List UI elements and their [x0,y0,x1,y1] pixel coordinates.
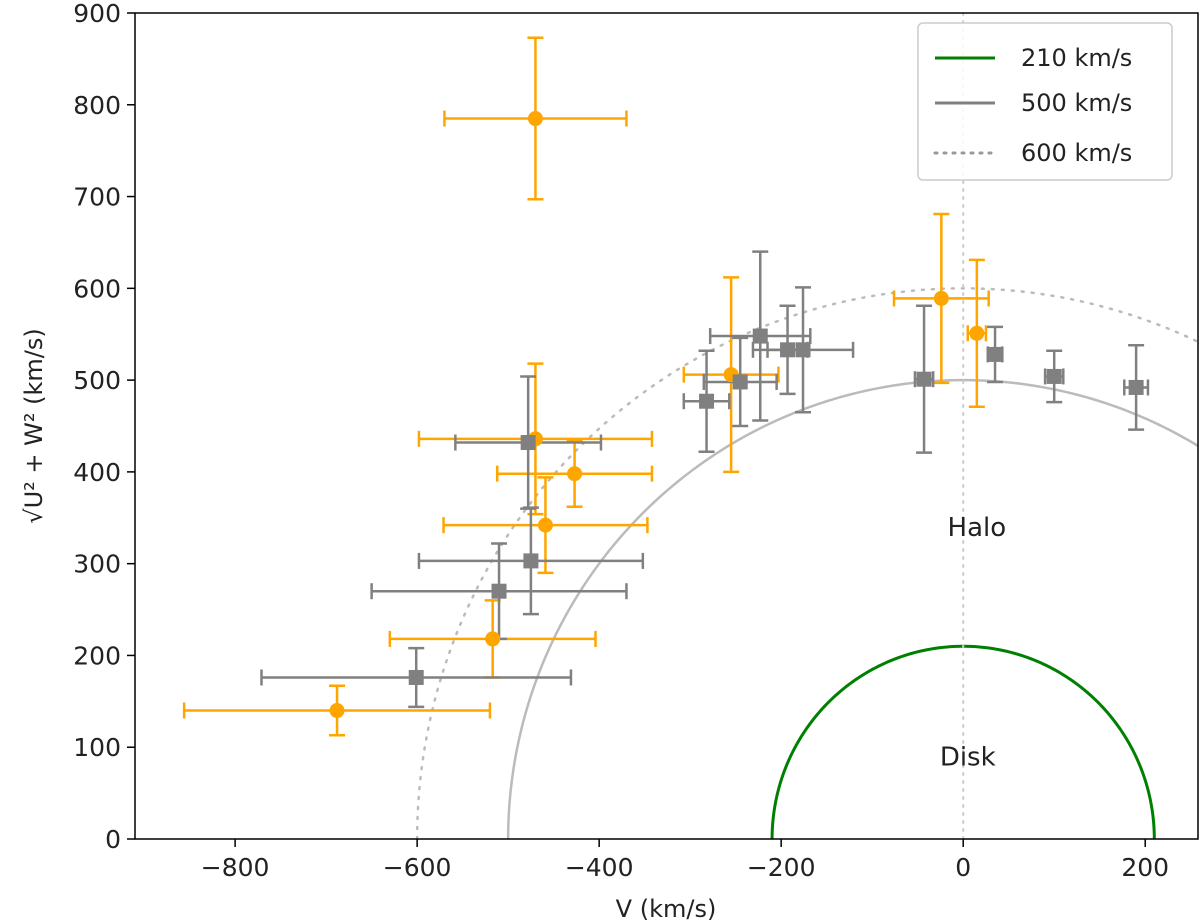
point-orange-5 [567,466,583,482]
x-tick-label: 200 [1121,853,1169,882]
legend-label-600: 600 km/s [1021,139,1132,167]
y-axis-label: √U² + W² (km/s) [20,328,48,523]
disk-label: Disk [940,742,996,772]
point-gray-1 [491,583,507,599]
point-gray-4 [699,393,715,409]
point-gray-12 [1128,379,1144,395]
x-axis-label: V (km/s) [616,895,717,923]
point-gray-0 [408,669,424,685]
y-tick-label: 700 [73,183,121,212]
point-orange-8 [969,325,985,341]
point-orange-0 [527,111,543,127]
y-tick-label: 0 [105,825,121,854]
y-tick-label: 300 [73,550,121,579]
y-tick-label: 600 [73,274,121,303]
plot-frame [134,12,1199,840]
legend-label-210: 210 km/s [1021,44,1132,72]
legend-box [917,22,1173,181]
point-gray-2 [523,553,539,569]
point-gray-7 [780,342,796,358]
x-tick-label: −400 [565,853,634,882]
x-tick-label: 0 [955,853,971,882]
point-orange-2 [485,631,501,647]
x-tick-label: −600 [383,853,452,882]
point-orange-1 [329,703,345,719]
point-gray-5 [732,374,748,390]
y-tick-label: 400 [73,458,121,487]
point-gray-8 [795,342,811,358]
point-gray-9 [916,371,932,387]
y-tick-label: 900 [73,0,121,28]
point-gray-6 [752,328,768,344]
x-tick-label: −800 [201,853,270,882]
point-gray-10 [987,346,1003,362]
y-tick-label: 200 [73,641,121,670]
axis-ticks: −800 −600 −400 −200 0 200 0 100 200 300 400 500 600 7… [73,0,1169,882]
legend: 210 km/s 500 km/s 600 km/s [917,22,1173,181]
y-tick-label: 100 [73,733,121,762]
halo-label: Halo [948,513,1007,543]
point-gray-11 [1046,368,1062,384]
y-tick-label: 800 [73,91,121,120]
point-orange-3 [537,517,553,533]
x-tick-label: −200 [747,853,816,882]
reference-curve-600 [415,287,1198,839]
legend-label-500: 500 km/s [1021,89,1132,117]
point-orange-7 [933,290,949,306]
y-tick-label: 500 [73,366,121,395]
point-gray-3 [520,435,536,451]
data-markers [329,111,1144,719]
